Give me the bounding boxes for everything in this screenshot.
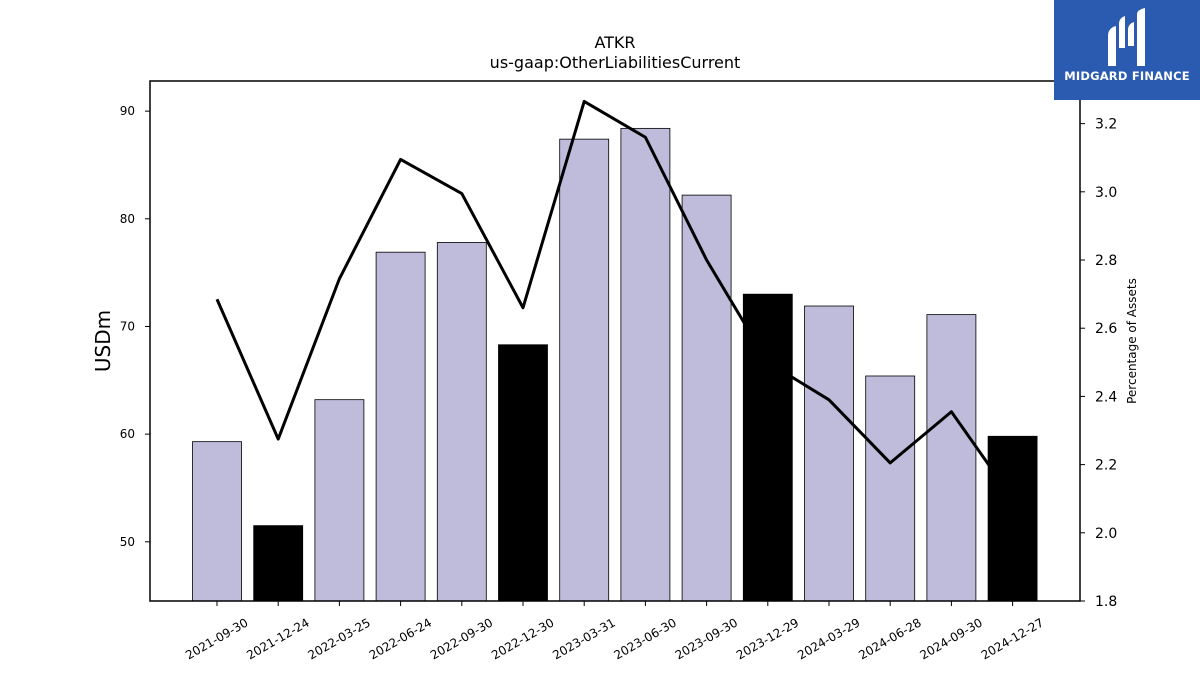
x-tick-label-2023-12-29: 2023-12-29: [734, 615, 801, 662]
right-axis-ticks: 1.8 2.0 2.2 2.4 2.6 2.8 3.0 3.2: [1080, 117, 1117, 610]
y2-tick-label-2.4: 2.4: [1095, 389, 1117, 405]
x-tick-label-2022-12-30: 2022-12-30: [489, 615, 556, 662]
percentage-line-group: [215, 99, 1014, 500]
bars-group: [192, 127, 1038, 602]
bar-2022-03-25: [314, 399, 365, 602]
bar-2024-12-27: [987, 435, 1038, 602]
midgard-logo-icon: [1108, 8, 1145, 66]
bar-2023-06-30: [620, 127, 671, 602]
bar-2022-06-24: [375, 251, 426, 602]
percentage-line: [215, 99, 1014, 500]
x-tick-label-2022-09-30: 2022-09-30: [428, 615, 495, 662]
x-tick-label-2024-09-30: 2024-09-30: [917, 615, 984, 662]
brand-name: MIDGARD FINANCE: [1064, 69, 1190, 83]
x-tick-label-2024-06-28: 2024-06-28: [856, 615, 923, 662]
x-tick-label-2024-03-29: 2024-03-29: [795, 615, 862, 662]
bar-2024-03-29: [804, 305, 854, 602]
chart-title: ATKR: [594, 33, 635, 52]
bar-2022-12-30: [498, 344, 548, 602]
y2-tick-label-2: 2.0: [1095, 526, 1117, 542]
y2-tick-label-2.8: 2.8: [1095, 253, 1117, 269]
bar-2021-12-24: [253, 525, 304, 602]
x-tick-label-2024-12-27: 2024-12-27: [979, 615, 1046, 662]
y2-tick-label-1.8: 1.8: [1095, 594, 1117, 610]
bar-2023-03-31: [559, 138, 610, 602]
x-tick-label-2023-03-31: 2023-03-31: [550, 615, 617, 662]
x-tick-label-2021-09-30: 2021-09-30: [183, 615, 250, 662]
x-tick-label-2022-06-24: 2022-06-24: [367, 615, 434, 662]
bar-2024-06-28: [865, 375, 916, 602]
left-axis-ticks: 50 60 70 80 90: [120, 104, 150, 549]
y-tick-label-80: 80: [120, 212, 135, 226]
plot-frame: [149, 80, 1081, 602]
x-axis-ticks: 2021-09-302021-12-242022-03-252022-06-24…: [183, 601, 1046, 662]
bar-2023-12-29: [742, 293, 793, 602]
y2-axis-label: Percentage of Assets: [1125, 278, 1139, 404]
y-tick-label-70: 70: [120, 319, 135, 333]
x-tick-label-2021-12-24: 2021-12-24: [244, 615, 311, 662]
x-tick-label-2023-09-30: 2023-09-30: [673, 615, 740, 662]
y2-tick-label-3: 3.0: [1095, 185, 1117, 201]
y2-tick-label-2.6: 2.6: [1095, 321, 1117, 337]
chart-subtitle: us-gaap:OtherLiabilitiesCurrent: [490, 53, 741, 72]
x-tick-label-2023-06-30: 2023-06-30: [611, 615, 678, 662]
bar-2024-09-30: [926, 314, 977, 602]
y-tick-label-60: 60: [120, 427, 135, 441]
bar-2023-09-30: [681, 194, 732, 602]
brand-logo: MIDGARD FINANCE: [1054, 0, 1200, 100]
bar-2022-09-30: [436, 242, 487, 602]
y-axis-label: USDm: [91, 310, 115, 372]
x-tick-label-2022-03-25: 2022-03-25: [305, 615, 372, 662]
bar-2021-09-30: [192, 441, 242, 602]
y2-tick-label-2.2: 2.2: [1095, 458, 1117, 474]
y-tick-label-50: 50: [120, 535, 135, 549]
y2-tick-label-3.2: 3.2: [1095, 117, 1117, 133]
y-tick-label-90: 90: [120, 104, 135, 118]
